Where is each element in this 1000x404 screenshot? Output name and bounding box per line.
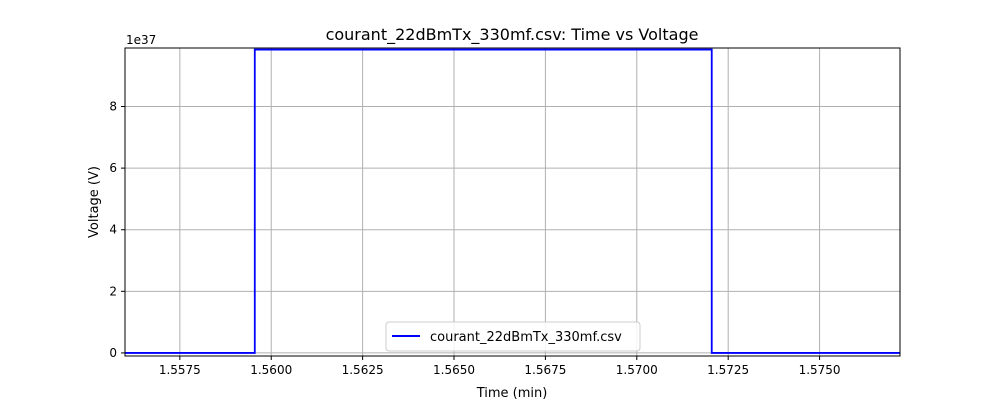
x-tick-label: 1.5750 [799,363,841,377]
series-layer [125,48,900,354]
y-tick-label: 8 [109,100,117,114]
grid-lines [125,48,900,356]
x-tick-label: 1.5650 [433,363,475,377]
x-axis-ticks: 1.5575 1.5600 1.5625 1.5650 1.5675 1.5700 1.57… [159,356,841,377]
plot-frame [124,47,901,357]
y-tick-label: 2 [109,284,117,298]
legend: courant_22dBmTx_330mf.csv [385,321,641,352]
legend-label: courant_22dBmTx_330mf.csv [430,330,622,345]
x-tick-label: 1.5725 [707,363,749,377]
chart-title: courant_22dBmTx_330mf.csv: Time vs Volta… [326,25,699,45]
y-tick-label: 0 [109,346,117,360]
y-axis-ticks: 0 2 4 6 8 [109,100,125,360]
x-tick-label: 1.5600 [250,363,292,377]
x-tick-label: 1.5700 [616,363,658,377]
legend-box [385,321,641,352]
y-tick-label: 6 [109,161,117,175]
y-axis-offset-label: 1e37 [126,33,156,47]
y-tick-label: 4 [109,223,117,237]
series-line [125,48,900,354]
x-tick-label: 1.5625 [342,363,384,377]
y-axis-label: Voltage (V) [87,166,102,238]
x-tick-label: 1.5675 [524,363,566,377]
x-tick-label: 1.5575 [159,363,201,377]
x-axis-label: Time (min) [476,386,548,400]
